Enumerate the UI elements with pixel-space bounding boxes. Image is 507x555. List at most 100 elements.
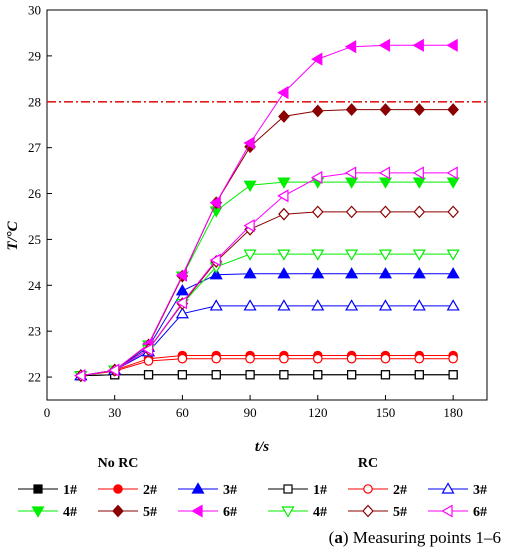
y-axis-variable: T bbox=[5, 241, 21, 251]
legend-label: 1# bbox=[63, 483, 77, 498]
data-point bbox=[414, 353, 425, 364]
data-point bbox=[447, 103, 459, 116]
data-point bbox=[311, 299, 325, 311]
legend-item: 6# bbox=[428, 504, 487, 520]
series-line bbox=[80, 172, 454, 377]
y-axis-title: T/°C bbox=[5, 220, 21, 250]
data-point bbox=[345, 249, 359, 261]
data-point bbox=[177, 370, 187, 380]
series-rc-3 bbox=[74, 299, 460, 381]
data-point bbox=[412, 177, 426, 189]
data-point bbox=[412, 166, 424, 180]
series-rc-1 bbox=[76, 370, 458, 381]
legend-swatch-marker bbox=[283, 484, 293, 494]
series-line bbox=[80, 305, 454, 377]
legend-swatch-marker bbox=[191, 504, 203, 518]
x-axis-unit: /s bbox=[258, 439, 269, 455]
data-point bbox=[346, 353, 357, 364]
data-point bbox=[446, 267, 460, 279]
series-line bbox=[80, 44, 454, 377]
data-point bbox=[211, 353, 222, 364]
series-line bbox=[80, 109, 454, 377]
data-point bbox=[378, 299, 393, 311]
legend-swatch-marker bbox=[33, 484, 43, 494]
data-point bbox=[279, 370, 289, 380]
x-tick-label: 30 bbox=[108, 405, 121, 420]
y-tick-label: 28 bbox=[28, 94, 41, 109]
legend-item: 5# bbox=[98, 504, 157, 520]
data-point bbox=[278, 110, 290, 123]
data-point bbox=[177, 353, 188, 364]
y-tick-label: 24 bbox=[28, 278, 42, 293]
data-point bbox=[311, 170, 323, 185]
series-line bbox=[80, 211, 454, 377]
data-point bbox=[412, 38, 424, 52]
legend-swatch-marker bbox=[281, 506, 295, 518]
data-point bbox=[277, 267, 291, 279]
data-point bbox=[243, 249, 257, 261]
data-point bbox=[209, 253, 221, 267]
legend-swatch-marker bbox=[362, 504, 374, 518]
legend-swatch-marker bbox=[441, 504, 453, 518]
data-point bbox=[245, 353, 255, 364]
data-point bbox=[446, 249, 460, 261]
data-point bbox=[107, 363, 120, 377]
series-line bbox=[80, 374, 454, 377]
x-tick-label: 90 bbox=[244, 405, 257, 420]
legend-item: 1# bbox=[18, 483, 77, 498]
legend-item: 2# bbox=[348, 483, 407, 498]
legend-swatch-marker bbox=[363, 484, 373, 494]
y-tick-label: 26 bbox=[28, 186, 42, 201]
legend-item: 5# bbox=[348, 504, 407, 520]
data-point bbox=[379, 205, 392, 219]
legend-label: 6# bbox=[473, 505, 487, 520]
data-point bbox=[446, 166, 458, 180]
legend-swatch-marker bbox=[112, 504, 124, 518]
legend-item: 3# bbox=[178, 482, 237, 498]
legend-item: 4# bbox=[268, 505, 327, 520]
y-tick-label: 23 bbox=[28, 324, 41, 339]
data-point bbox=[380, 370, 391, 380]
legend-group-title: RC bbox=[358, 456, 378, 471]
legend-swatch-marker bbox=[31, 506, 45, 518]
legend-label: 1# bbox=[313, 483, 327, 498]
series-rc-5 bbox=[75, 205, 459, 383]
data-point bbox=[313, 370, 323, 380]
series-line bbox=[80, 273, 454, 377]
legend-swatch-marker bbox=[113, 484, 123, 494]
data-point bbox=[311, 52, 323, 66]
y-tick-label: 30 bbox=[28, 3, 41, 18]
data-point bbox=[209, 268, 223, 280]
y-tick-label: 29 bbox=[28, 48, 41, 63]
data-point bbox=[347, 370, 357, 380]
y-tick-label: 22 bbox=[28, 370, 41, 385]
x-tick-label: 0 bbox=[44, 405, 51, 420]
data-point bbox=[209, 299, 223, 311]
data-point bbox=[413, 205, 426, 219]
legend-label: 5# bbox=[143, 505, 157, 520]
data-point bbox=[378, 249, 393, 261]
caption-prefix: ( bbox=[329, 528, 335, 547]
axes: 0 30 60 90 120 150 180 22 23 24 25 26 27 28 29 30 bbox=[28, 3, 488, 420]
data-point bbox=[277, 189, 289, 203]
data-point bbox=[277, 177, 291, 189]
data-point bbox=[312, 353, 323, 364]
y-tick-label: 25 bbox=[28, 232, 41, 247]
series-rc-6 bbox=[74, 166, 458, 383]
data-point bbox=[448, 353, 458, 364]
x-tick-label: 150 bbox=[376, 405, 396, 420]
series-group bbox=[74, 38, 460, 383]
series-no-rc-5 bbox=[75, 103, 459, 383]
data-point bbox=[175, 268, 187, 282]
data-point bbox=[447, 205, 459, 219]
y-tick-label: 27 bbox=[28, 140, 42, 155]
data-point bbox=[175, 307, 189, 319]
data-point bbox=[412, 267, 426, 279]
x-axis-title: t/s bbox=[255, 439, 269, 455]
data-point bbox=[345, 267, 359, 279]
legend-label: 3# bbox=[473, 483, 487, 498]
data-point bbox=[311, 267, 325, 279]
x-tick-label: 60 bbox=[176, 405, 189, 420]
